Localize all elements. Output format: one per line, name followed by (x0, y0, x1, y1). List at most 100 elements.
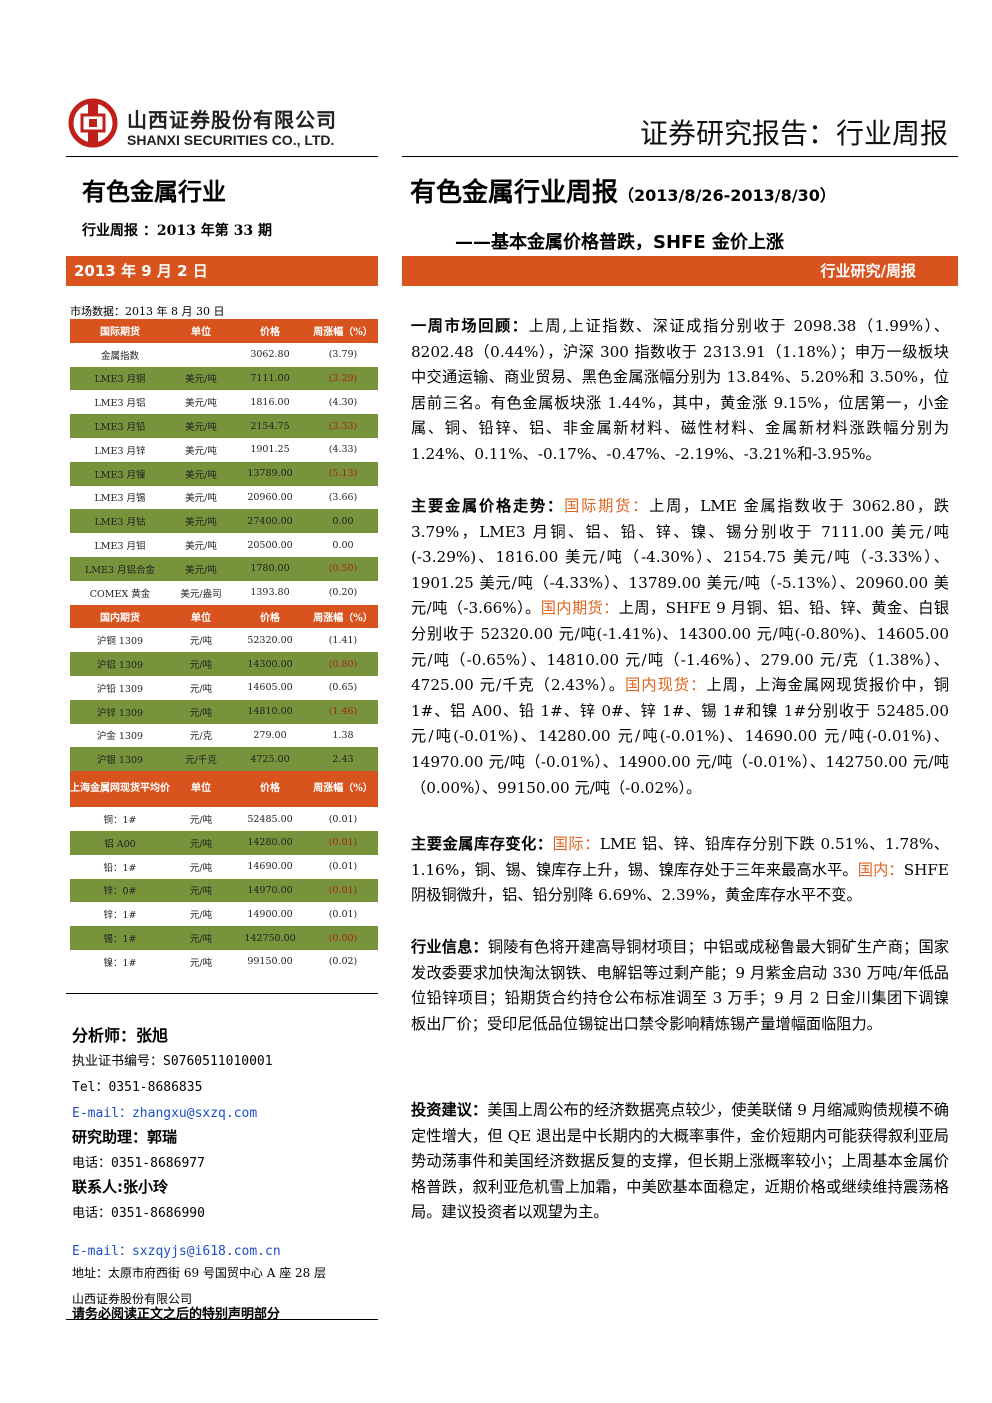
table-row: 铝 A00 元/吨 14280.00 (0.01) (70, 830, 378, 855)
table-cell: 铝 A00 (70, 830, 170, 855)
investment-advice-heading: 投资建议： (411, 1101, 488, 1119)
table-cell: (0.20) (308, 580, 378, 605)
table-row: 锡：1# 元/吨 142750.00 (0.00) (70, 926, 378, 950)
table-cell: LME3 月铝合金 (70, 556, 170, 581)
table-header-cell: 单位 (170, 604, 232, 629)
table-cell: 美元/吨 (170, 414, 232, 438)
table-header-cell: 单位 (170, 319, 232, 343)
table-cell: 沪金 1309 (70, 723, 170, 748)
market-data-label: 市场数据：2013 年 8 月 30 日 (70, 305, 225, 318)
table-cell: LME3 月铝 (70, 390, 170, 415)
address: 地址：太原市府西街 69 号国贸中心 A 座 28 层 (72, 1266, 327, 1280)
report-date: 2013 年 9 月 2 日 (74, 262, 208, 280)
table-header-cell: 周涨幅（%） (308, 319, 378, 343)
table-cell: (0.00) (308, 926, 378, 950)
table-row: LME3 月锌 美元/吨 1901.25 (4.33) (70, 437, 378, 462)
table-cell: 142750.00 (232, 926, 308, 950)
table-row: LME3 月锡 美元/吨 20960.00 (3.66) (70, 485, 378, 510)
table-row: 沪铅 1309 元/吨 14605.00 (0.65) (70, 675, 378, 700)
table-cell: (0.01) (308, 902, 378, 927)
table-header-cell: 周涨幅（%） (308, 604, 378, 629)
table-cell: (1.41) (308, 628, 378, 653)
table-cell: LME3 月钼 (70, 533, 170, 557)
inventory-domestic-label: 国内： (857, 860, 904, 879)
table-header-row: 国内期货 单位 价格 周涨幅（%） (70, 604, 378, 629)
table-cell: 金属指数 (70, 342, 170, 367)
table-row: 沪铝 1309 元/吨 14300.00 (0.80) (70, 652, 378, 676)
table-row: 沪银 1309 元/千克 4725.00 2.43 (70, 747, 378, 772)
table-row: 锌：1# 元/吨 14900.00 (0.01) (70, 902, 378, 927)
table-cell: 1816.00 (232, 390, 308, 415)
table-cell: 14810.00 (232, 699, 308, 724)
table-cell: (0.65) (308, 675, 378, 700)
table-cell: 14970.00 (232, 878, 308, 903)
table-cell: 2154.75 (232, 414, 308, 438)
table-header-cell: 上海金属网现货平均价 (70, 771, 170, 808)
table-cell: 20500.00 (232, 533, 308, 557)
table-row: LME3 月钼 美元/吨 20500.00 0.00 (70, 533, 378, 557)
table-bottom-rule (66, 993, 378, 994)
category-bar: 行业研究/周报 (402, 256, 958, 286)
analyst-cert: 执业证书编号：S0760511010001 (72, 1054, 273, 1069)
table-cell: LME3 月镍 (70, 461, 170, 486)
domestic-spot-label: 国内现货： (625, 676, 707, 695)
table-cell: (0.01) (308, 878, 378, 903)
table-cell: 美元/吨 (170, 366, 232, 391)
table-row: 锌：0# 元/吨 14970.00 (0.01) (70, 878, 378, 903)
intl-futures-label: 国际期货： (564, 497, 650, 515)
table-cell: (0.01) (308, 807, 378, 831)
table-cell: (0.02) (308, 949, 378, 974)
table-cell: (1.46) (308, 699, 378, 724)
table-header-cell: 单位 (170, 771, 232, 808)
table-cell: 27400.00 (232, 509, 308, 534)
contact-person: 联系人:张小玲 (72, 1178, 168, 1196)
market-table-wrap: 国际期货 单位 价格 周涨幅（%） 金属指数 3062.80 (3.79) LME3 月铜 美元… (70, 319, 378, 974)
table-cell: 元/克 (170, 723, 232, 748)
table-cell: 2.43 (308, 747, 378, 772)
domestic-futures-label: 国内期货： (540, 599, 619, 618)
market-review-heading: 一周市场回顾： (411, 317, 529, 335)
table-cell: (3.79) (308, 342, 378, 367)
table-row: LME3 月铝 美元/吨 1816.00 (4.30) (70, 390, 378, 415)
table-header-cell: 价格 (232, 319, 308, 343)
table-cell: 元/吨 (170, 854, 232, 879)
table-cell: (4.33) (308, 437, 378, 462)
table-cell: 锌：0# (70, 878, 170, 903)
table-cell: 沪铜 1309 (70, 628, 170, 653)
report-title: 有色金属行业周报（2013/8/26-2013/8/30） (410, 172, 836, 209)
table-cell: (4.30) (308, 390, 378, 415)
table-cell: (3.29) (308, 366, 378, 391)
footer-rule (66, 1319, 378, 1320)
table-cell: (5.13) (308, 461, 378, 486)
table-cell: 279.00 (232, 723, 308, 748)
inventory-intl-text: LME 铝、锌、铅库存分别下跌 0.51%、1.78%、1.16%，铜、锡、镍库… (411, 835, 950, 879)
table-row: LME3 月钴 美元/吨 27400.00 0.00 (70, 509, 378, 534)
inventory-heading: 主要金属库存变化： (411, 835, 553, 853)
industry-news-paragraph: 行业信息：铜陵有色将开建高导铜材项目；中铝或成秘鲁最大铜矿生产商；国家发改委要求… (411, 935, 949, 1037)
table-cell: 20960.00 (232, 485, 308, 510)
table-cell: 元/吨 (170, 926, 232, 950)
table-cell: 14605.00 (232, 675, 308, 700)
intl-futures-text: 上周，LME 金属指数收于 3062.80，跌 3.79%，LME3 月铜、铝、… (411, 497, 950, 618)
contact-email-link[interactable]: E-mail：sxzqyjs@i618.com.cn (72, 1244, 281, 1259)
table-cell: 1780.00 (232, 556, 308, 581)
company-name-cn: 山西证券股份有限公司 (127, 108, 337, 132)
price-trend-paragraph: 主要金属价格走势：国际期货：上周，LME 金属指数收于 3062.80，跌 3.… (411, 494, 949, 801)
table-cell: LME3 月铜 (70, 366, 170, 391)
inventory-domestic-text: SHFE 阴极铜微升，铝、铅分别降 6.69%、2.39%，黄金库存水平不变。 (411, 860, 949, 905)
header-rule-right (402, 156, 958, 157)
analyst-email-link[interactable]: E-mail：zhangxu@sxzq.com (72, 1106, 258, 1121)
table-row: 沪金 1309 元/克 279.00 1.38 (70, 723, 378, 748)
table-header-cell: 价格 (232, 771, 308, 808)
table-cell: 元/吨 (170, 949, 232, 974)
table-cell (170, 342, 232, 367)
report-category: 行业研究/周报 (820, 262, 916, 280)
report-type: 证券研究报告：行业周报 (639, 117, 948, 150)
table-cell: 4725.00 (232, 747, 308, 772)
table-cell: (0.80) (308, 652, 378, 676)
table-cell: 52320.00 (232, 628, 308, 653)
table-cell: 元/吨 (170, 652, 232, 676)
investment-advice-paragraph: 投资建议：美国上周公布的经济数据亮点较少，使美联储 9 月缩减购债规模不确定性增… (411, 1098, 949, 1226)
analyst-name: 分析师：张旭 (72, 1026, 169, 1045)
table-cell: LME3 月铅 (70, 414, 170, 438)
